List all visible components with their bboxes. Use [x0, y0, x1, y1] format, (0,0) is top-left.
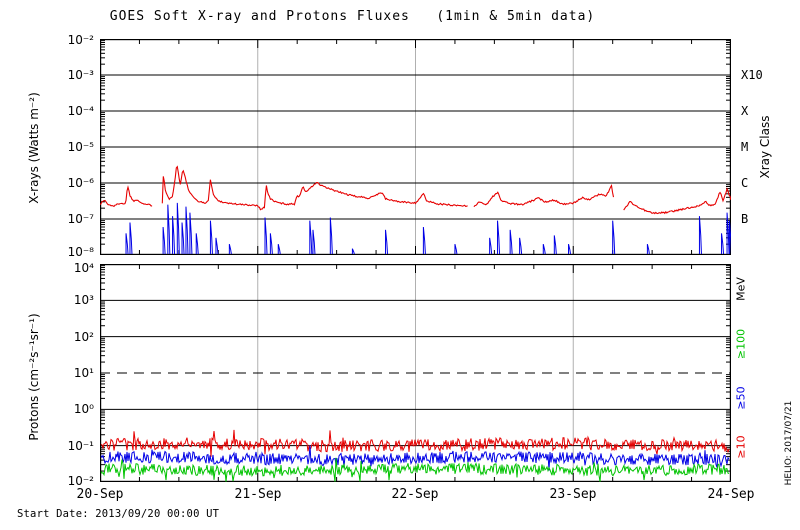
xray-ytick-1e-8: 10⁻⁸: [67, 245, 94, 259]
helio-credit: HELIO: 2017/07/21: [784, 400, 794, 486]
start-date-label: Start Date: 2013/09/20 00:00 UT: [17, 508, 220, 520]
proton-axis-title: Protons (cm⁻²s⁻¹sr⁻¹): [27, 313, 41, 441]
xtick-20sep: 20-Sep: [76, 487, 124, 502]
proton-ytick-1e4: 10⁴: [73, 261, 94, 275]
proton-ytick-1e0: 10⁰: [73, 402, 94, 416]
xtick-22sep: 22-Sep: [391, 487, 439, 502]
proton-ytick-1e-2: 10⁻²: [67, 474, 94, 488]
xray-ytick-1e-2: 10⁻²: [67, 33, 94, 47]
xray-class-x: X: [741, 104, 749, 118]
xray-class-axis-title: Xray Class: [758, 115, 772, 179]
xray-ytick-1e-7: 10⁻⁷: [67, 212, 94, 226]
mev-axis-label: MeV: [734, 277, 748, 301]
xtick-23sep: 23-Sep: [549, 487, 597, 502]
proton-flux-panel: [100, 264, 731, 482]
plot-title: GOES Soft X-ray and Protons Fluxes (1min…: [109, 9, 596, 24]
xray-class-x10: X10: [741, 68, 763, 82]
xray-ytick-1e-6: 10⁻⁶: [67, 176, 94, 190]
xtick-24sep: 24-Sep: [707, 487, 755, 502]
xray-ytick-1e-3: 10⁻³: [67, 68, 94, 82]
proton-channel-label-ge10: ≥10: [734, 435, 748, 459]
xray-axis-title: X-rays (Watts m⁻²): [27, 92, 41, 204]
proton-ytick-1e2: 10²: [73, 330, 94, 344]
xray-class-m: M: [741, 140, 749, 154]
proton-channel-label-ge100: ≥100: [734, 328, 748, 360]
proton-ytick-1e-1: 10⁻¹: [67, 439, 94, 453]
xtick-21sep: 21-Sep: [234, 487, 282, 502]
xray-ytick-1e-4: 10⁻⁴: [67, 104, 94, 118]
xray-class-c: C: [741, 176, 749, 190]
proton-ytick-1e1: 10¹: [73, 366, 94, 380]
proton-ytick-1e3: 10³: [73, 293, 94, 307]
xray-class-b: B: [741, 212, 749, 226]
xray-flux-panel: [100, 39, 731, 255]
xray-ytick-1e-5: 10⁻⁵: [67, 140, 94, 154]
proton-channel-label-ge50: ≥50: [734, 386, 748, 410]
